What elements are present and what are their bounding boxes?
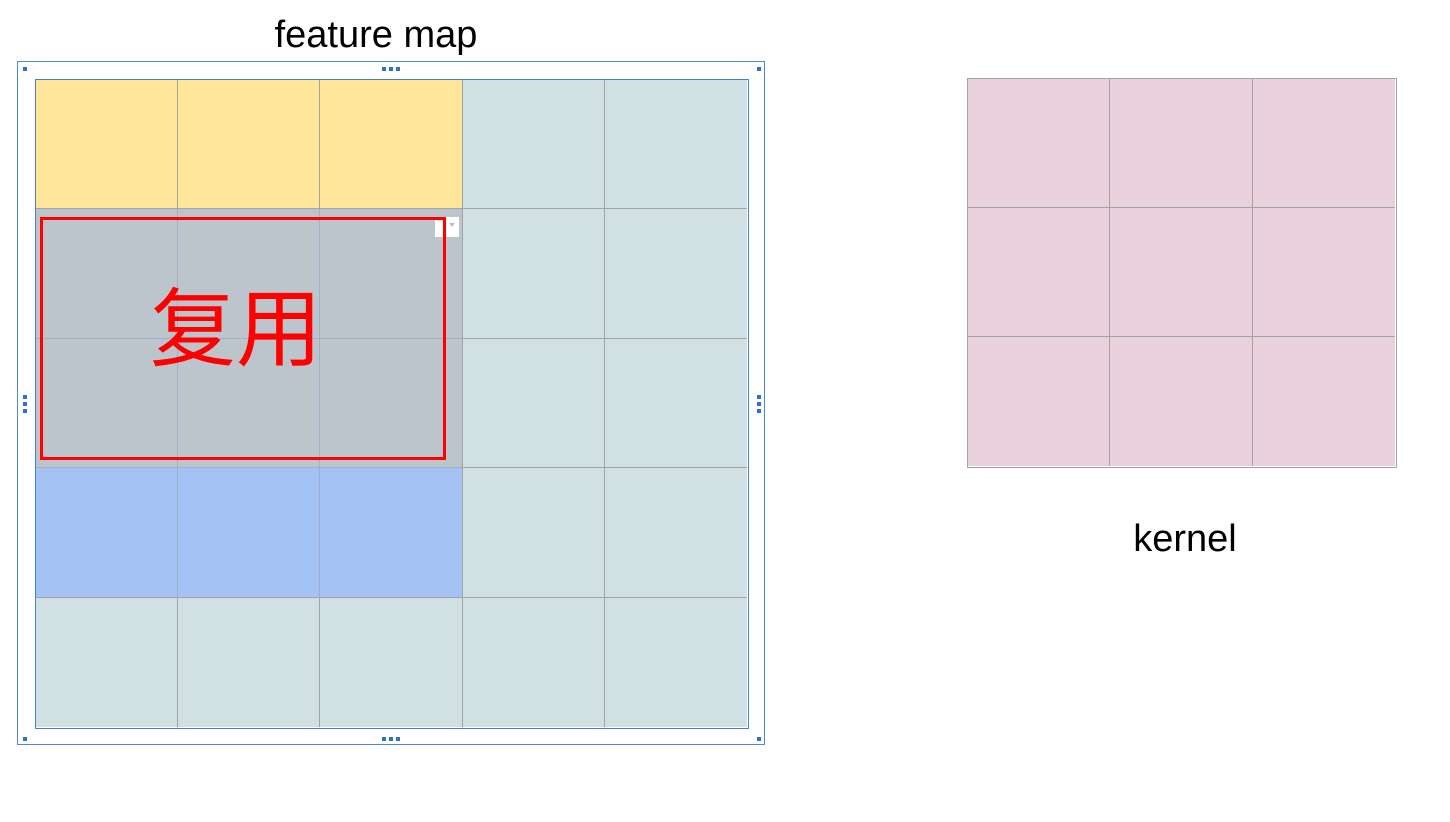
feature-map-cell [178, 597, 321, 727]
feature-map-cell [462, 338, 605, 469]
feature-map-cell [36, 468, 179, 598]
feature-map-cell [36, 597, 179, 727]
resize-handle-edge[interactable] [382, 737, 386, 741]
resize-handle-edge[interactable] [396, 67, 400, 71]
resize-handle-edge[interactable] [389, 67, 393, 71]
resize-handle-edge[interactable] [757, 409, 761, 413]
resize-handle-corner[interactable] [23, 737, 27, 741]
kernel-cell [1110, 79, 1253, 208]
kernel-cell [1252, 79, 1395, 208]
resize-handle-edge[interactable] [382, 67, 386, 71]
resize-handle-edge[interactable] [23, 409, 27, 413]
feature-map-cell [604, 80, 747, 210]
feature-map-cell [320, 80, 463, 210]
kernel-label: kernel [1133, 518, 1237, 560]
feature-map-cell [178, 338, 321, 469]
kernel-cell [968, 208, 1111, 337]
kernel-cell [968, 79, 1111, 208]
feature-map-cell [604, 597, 747, 727]
kernel-cell [1110, 337, 1253, 466]
reuse-label: 复用 [150, 280, 322, 380]
feature-map-cell [320, 338, 463, 469]
resize-handle-edge[interactable] [389, 737, 393, 741]
feature-map-cell [178, 80, 321, 210]
selection-frame[interactable] [17, 61, 765, 745]
kernel-cell [1110, 208, 1253, 337]
feature-map-cell [604, 338, 747, 469]
reuse-highlight-box [40, 217, 446, 460]
resize-handle-edge[interactable] [23, 402, 27, 406]
feature-map-title: feature map [274, 14, 478, 56]
feature-map-cell [462, 468, 605, 598]
feature-map-cell [462, 597, 605, 727]
resize-handle-edge[interactable] [23, 395, 27, 399]
feature-map-cell [178, 468, 321, 598]
kernel-cell [1252, 208, 1395, 337]
dropdown-corner-icon[interactable] [435, 217, 459, 237]
feature-map-cell [462, 80, 605, 210]
feature-map-cell [320, 597, 463, 727]
feature-map-cell [36, 338, 179, 469]
resize-handle-edge[interactable] [757, 402, 761, 406]
resize-handle-edge[interactable] [757, 395, 761, 399]
feature-map-cell [320, 468, 463, 598]
feature-map-cell [36, 209, 179, 339]
resize-handle-corner[interactable] [757, 737, 761, 741]
resize-handle-corner[interactable] [23, 67, 27, 71]
feature-map-cell [36, 80, 179, 210]
feature-map-cell [178, 209, 321, 339]
feature-map-cell [462, 209, 605, 339]
feature-map-grid[interactable] [35, 79, 749, 729]
resize-handle-corner[interactable] [757, 67, 761, 71]
kernel-cell [968, 337, 1111, 466]
kernel-cell [1252, 337, 1395, 466]
feature-map-cell [604, 209, 747, 339]
kernel-grid[interactable] [967, 78, 1397, 468]
resize-handle-edge[interactable] [396, 737, 400, 741]
feature-map-cell [604, 468, 747, 598]
